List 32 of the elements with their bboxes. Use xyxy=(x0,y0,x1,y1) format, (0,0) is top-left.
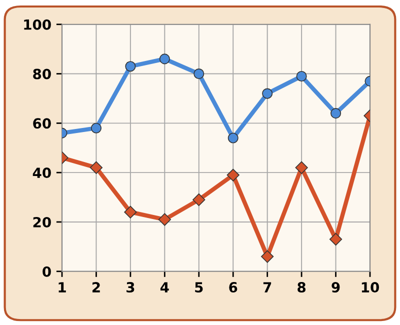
x-tick-label: 7 xyxy=(263,282,272,292)
x-tick-label: 3 xyxy=(126,282,134,293)
x-tick-label: 5 xyxy=(195,282,203,293)
point xyxy=(262,88,273,99)
x-tick-label: 9 xyxy=(332,282,340,293)
point xyxy=(261,250,274,263)
point xyxy=(228,132,238,144)
y-tick-label: 60 xyxy=(33,118,51,129)
point xyxy=(329,232,342,246)
point xyxy=(124,206,137,218)
x-tick-label: 10 xyxy=(362,282,379,293)
y-tick-label: 40 xyxy=(32,168,51,178)
x-tick-label: 2 xyxy=(92,282,100,292)
x-tick-label: 1 xyxy=(58,282,66,292)
point xyxy=(226,168,240,182)
y-tick-label: 0 xyxy=(42,266,51,277)
point xyxy=(192,193,206,206)
x-tick-label: 8 xyxy=(298,282,306,293)
y-tick-label: 100 xyxy=(24,19,51,30)
point xyxy=(158,213,171,226)
point xyxy=(295,161,308,174)
x-tick-label: 6 xyxy=(229,282,238,293)
point xyxy=(194,68,204,80)
point xyxy=(330,108,342,119)
x-tick-label: 4 xyxy=(160,282,169,292)
y-tick-label: 80 xyxy=(33,68,51,80)
point xyxy=(125,61,136,72)
point xyxy=(90,161,103,174)
point xyxy=(296,70,307,82)
point xyxy=(159,54,170,64)
y-tick-label: 20 xyxy=(33,216,51,228)
point xyxy=(90,122,102,134)
